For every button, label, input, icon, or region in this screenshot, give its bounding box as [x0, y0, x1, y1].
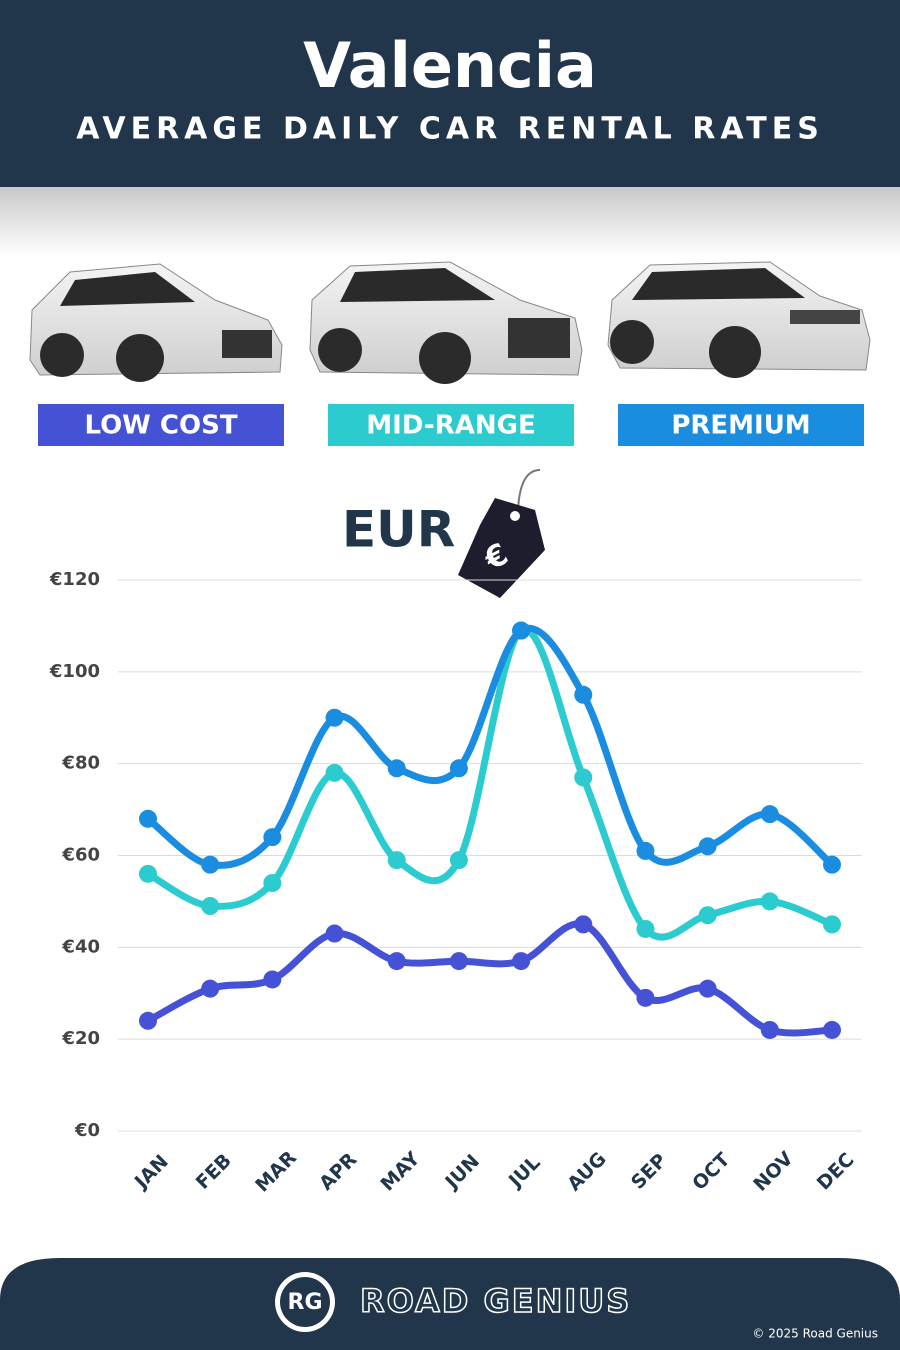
data-point [698, 906, 717, 925]
data-point [823, 915, 841, 934]
data-point [760, 805, 779, 824]
data-point [325, 708, 344, 727]
header [0, 0, 900, 187]
x-tick-label: AUG [563, 1148, 610, 1195]
x-tick-label: MAR [251, 1147, 301, 1197]
data-point [387, 851, 406, 870]
data-point [823, 855, 841, 874]
data-point [823, 1020, 841, 1039]
data-point [636, 919, 655, 938]
car-hatchback [29, 263, 283, 382]
data-point [760, 1020, 779, 1039]
data-point [201, 979, 220, 998]
y-tick-label: €40 [61, 936, 100, 957]
data-point [201, 897, 220, 916]
y-tick-label: €120 [49, 569, 100, 590]
x-tick-label: JUL [503, 1152, 544, 1193]
x-tick-label: JUN [440, 1150, 484, 1194]
data-point [325, 924, 344, 943]
y-tick-label: €100 [49, 661, 100, 682]
data-point [698, 979, 717, 998]
x-tick-label: APR [315, 1148, 361, 1194]
header-shadow [0, 187, 900, 257]
legend-swatch [38, 404, 284, 446]
data-point [636, 988, 655, 1007]
legend-swatch [618, 404, 864, 446]
series-line [144, 920, 836, 1037]
car-suv [309, 261, 583, 384]
legend-label: LOW COST [84, 411, 237, 441]
data-point [139, 809, 157, 828]
logo: RG [288, 1290, 323, 1315]
x-tick-label: DEC [813, 1149, 859, 1195]
y-tick-label: €20 [61, 1028, 100, 1049]
logo-inner [280, 1277, 330, 1327]
x-tick-label: NOV [749, 1147, 797, 1195]
x-tick-label: FEB [192, 1150, 236, 1194]
x-tick-label: MAY [376, 1148, 424, 1196]
y-tick-label: €80 [61, 753, 100, 774]
legend-swatch [328, 404, 574, 446]
legend-label: MID-RANGE [366, 411, 535, 441]
data-point [760, 892, 779, 911]
data-point [574, 915, 593, 934]
data-point [512, 621, 531, 640]
price-tag [458, 469, 545, 598]
legend-label: PREMIUM [671, 411, 810, 441]
data-point [387, 952, 406, 971]
data-point [263, 970, 282, 989]
title: Valencia [303, 29, 597, 102]
data-point [263, 874, 282, 893]
currency-label: EUR [342, 501, 455, 559]
series-line [144, 625, 836, 941]
x-tick-label: OCT [688, 1149, 734, 1195]
brand: ROAD GENIUS [360, 1282, 631, 1320]
data-point [698, 837, 717, 856]
data-point [139, 864, 157, 883]
data-point [201, 855, 220, 874]
subtitle: AVERAGE DAILY CAR RENTAL RATES [76, 112, 824, 147]
footer [0, 1258, 900, 1350]
data-point [449, 759, 468, 778]
data-point [574, 768, 593, 787]
x-tick-label: JAN [129, 1151, 173, 1195]
data-point [139, 1011, 157, 1030]
data-point [574, 685, 593, 704]
x-tick-label: SEP [627, 1149, 671, 1193]
data-point [263, 828, 282, 847]
data-point [636, 841, 655, 860]
y-tick-label: €0 [74, 1120, 100, 1141]
car-premium-suv [607, 261, 871, 378]
y-tick-label: €60 [61, 845, 100, 866]
data-point [512, 952, 531, 971]
data-point [325, 763, 344, 782]
copyright: © 2025 Road Genius [752, 1327, 878, 1341]
data-point [387, 759, 406, 778]
data-point [449, 851, 468, 870]
data-point [449, 952, 468, 971]
